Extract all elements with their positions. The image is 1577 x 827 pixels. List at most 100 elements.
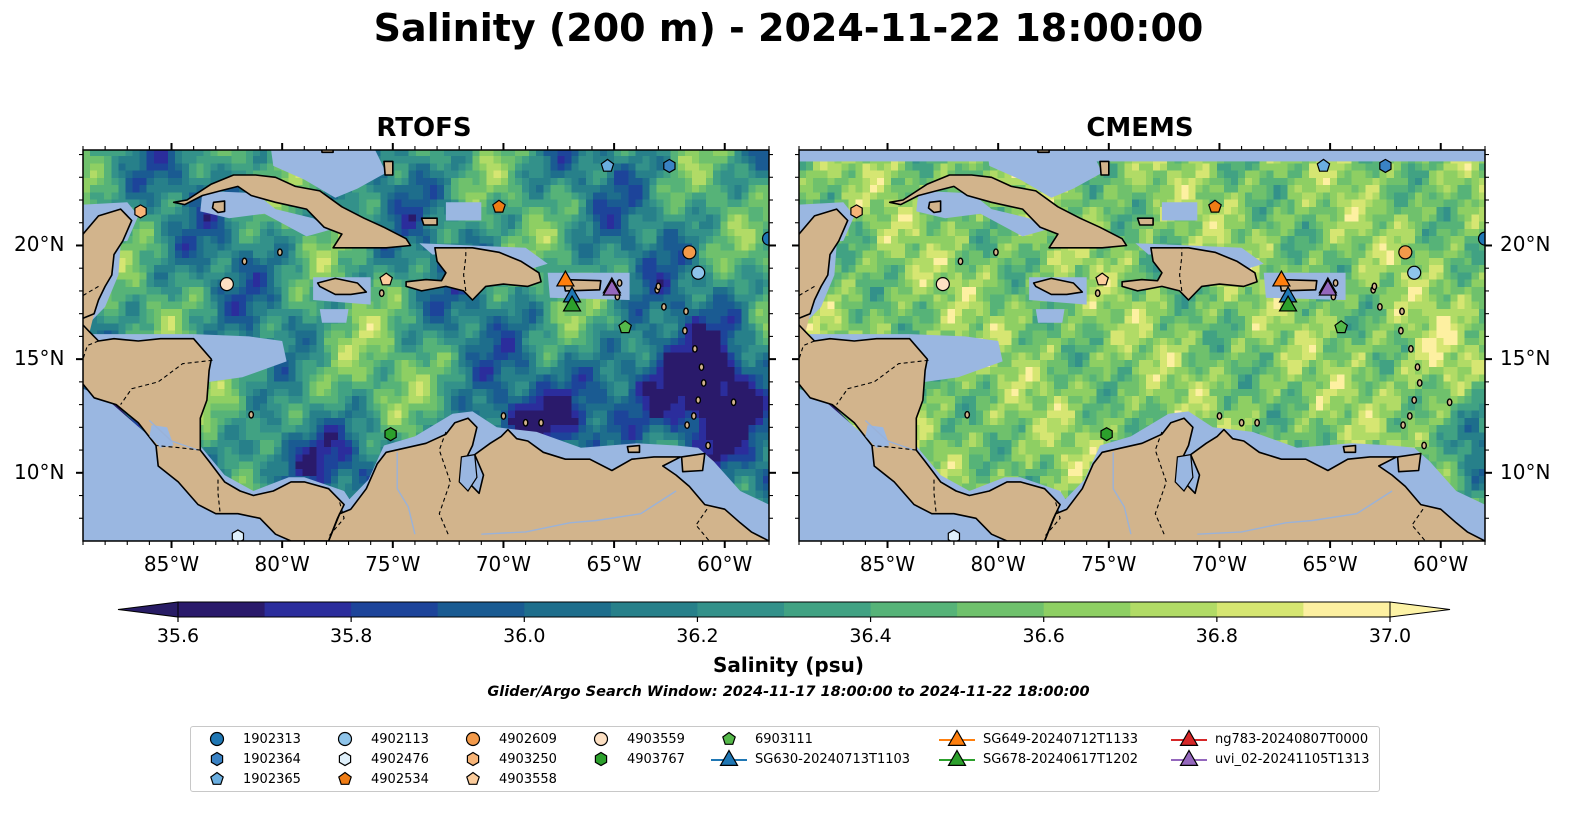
- legend-marker-icon: [1171, 729, 1207, 746]
- marker-SG649-20240712T1133: [1271, 269, 1291, 287]
- rivers: [864, 419, 1393, 535]
- map-panel-rtofs: [76, 143, 776, 548]
- lon-tick-label: 60°W: [697, 552, 753, 576]
- shelf-pedro: [319, 309, 349, 323]
- island-mark: [500, 412, 507, 420]
- legend-item: ng783-20240807T0000: [1169, 729, 1368, 749]
- legend-label: 1902364: [243, 751, 301, 767]
- legend-item: 1902313: [197, 729, 301, 749]
- marker-4902113: [691, 265, 706, 280]
- colorbar-tick-label: 35.6: [156, 625, 200, 647]
- colorbar-level: [351, 602, 439, 617]
- colorbar-tick-label: 36.6: [1022, 625, 1065, 647]
- colorbar-level: [437, 602, 525, 617]
- colorbar-tick-label: 36.2: [676, 625, 719, 647]
- river-line: [1112, 452, 1132, 535]
- search-window-note: Glider/Argo Search Window: 2024-11-17 18…: [487, 684, 1090, 700]
- marker-4902476: [947, 529, 961, 541]
- island-mark: [661, 302, 667, 311]
- legend-item: 4902476: [325, 749, 429, 769]
- island-mark: [1254, 418, 1261, 427]
- land-south_america: [328, 418, 769, 541]
- marker-1902365: [600, 158, 615, 172]
- marker-SG678-20240617T1202: [1278, 294, 1298, 312]
- land-isthmus: [83, 313, 345, 541]
- marker-4903767: [1100, 427, 1113, 442]
- shelf-pedro: [1035, 309, 1065, 323]
- legend-label: 4903558: [499, 771, 557, 787]
- colorbar-tick-label: 36.0: [503, 625, 546, 647]
- shelf-turks: [445, 202, 482, 221]
- coast-central-america: [799, 324, 1061, 541]
- legend-marker-icon: [1171, 749, 1207, 766]
- border-line: [120, 359, 213, 405]
- platform-markers: [850, 158, 1485, 541]
- lake-nicaragua: [149, 425, 174, 448]
- marker-1902364: [1379, 158, 1392, 174]
- legend-symbol: [338, 751, 352, 767]
- shelf-turks: [1161, 202, 1198, 221]
- island-mark: [1400, 421, 1407, 429]
- small-islands: [241, 248, 737, 450]
- legend-marker-icon: [465, 731, 481, 747]
- legend-label: SG678-20240617T1202: [983, 751, 1139, 767]
- colorbar-level: [264, 602, 352, 617]
- legend-marker-icon: [466, 771, 480, 785]
- land-yucatan: [83, 209, 132, 319]
- legend-marker-icon: [209, 731, 225, 747]
- island-mark: [682, 326, 688, 335]
- border-line: [836, 359, 929, 405]
- lon-tick-label: 80°W: [970, 552, 1026, 576]
- island-mark: [698, 363, 705, 371]
- land-isle_of_youth: [211, 200, 226, 214]
- island-mark: [1371, 282, 1378, 291]
- island-mark: [248, 410, 255, 419]
- island-mark: [655, 282, 662, 291]
- legend-marker-icon: [593, 731, 609, 747]
- legend-item: 1902365: [197, 769, 301, 789]
- marker-4903250: [850, 204, 863, 219]
- platform-markers: [134, 158, 769, 541]
- lon-tick-label: 80°W: [254, 552, 310, 576]
- legend-item: 4903558: [453, 769, 557, 789]
- land-masses: [799, 150, 1485, 541]
- land-margarita: [626, 444, 641, 454]
- marker-SG649-20240712T1133: [555, 269, 575, 287]
- marker-6903111: [1334, 320, 1349, 334]
- small-islands: [957, 248, 1453, 450]
- legend-symbol: [465, 731, 481, 747]
- island-mark: [993, 248, 999, 257]
- shelf-cuba_s: [916, 190, 1047, 237]
- border-line: [83, 340, 99, 360]
- land-inagua: [420, 217, 438, 226]
- marker-4902534: [492, 199, 506, 213]
- lon-tick-label: 85°W: [859, 552, 916, 576]
- shelf-nicaragua_rise: [909, 334, 1003, 382]
- legend-symbol: [338, 771, 352, 785]
- marker-6903111: [618, 320, 633, 334]
- island-mark: [1398, 326, 1404, 335]
- legend-marker-icon: [338, 751, 352, 767]
- legend-label: 4902534: [371, 771, 429, 787]
- coast-south-america: [327, 417, 769, 541]
- legend: 1902313 1902364 1902365 4902113 4902476 49025…: [190, 726, 1380, 792]
- colorbar-tick-label: 37.0: [1368, 625, 1412, 647]
- land-jamaica: [316, 277, 368, 296]
- land-bahamas_long: [383, 160, 394, 176]
- legend-marker-icon: [466, 751, 480, 767]
- legend-label: 1902365: [243, 771, 301, 787]
- colorbar-level: [524, 602, 612, 617]
- island-mark: [690, 412, 697, 420]
- colorbar-title: Salinity (psu): [712, 653, 864, 677]
- axis-ticks: [76, 143, 776, 548]
- land-bahamas_long: [1099, 160, 1110, 176]
- island-mark: [957, 257, 964, 266]
- island-mark: [1399, 307, 1405, 316]
- border-line: [438, 431, 451, 535]
- legend-label: ng783-20240807T0000: [1215, 731, 1369, 747]
- legend-marker-icon: [939, 749, 975, 766]
- legend-symbol: [337, 731, 353, 747]
- river-line: [396, 452, 416, 535]
- island-mark: [1332, 279, 1339, 287]
- island-mark: [616, 279, 623, 287]
